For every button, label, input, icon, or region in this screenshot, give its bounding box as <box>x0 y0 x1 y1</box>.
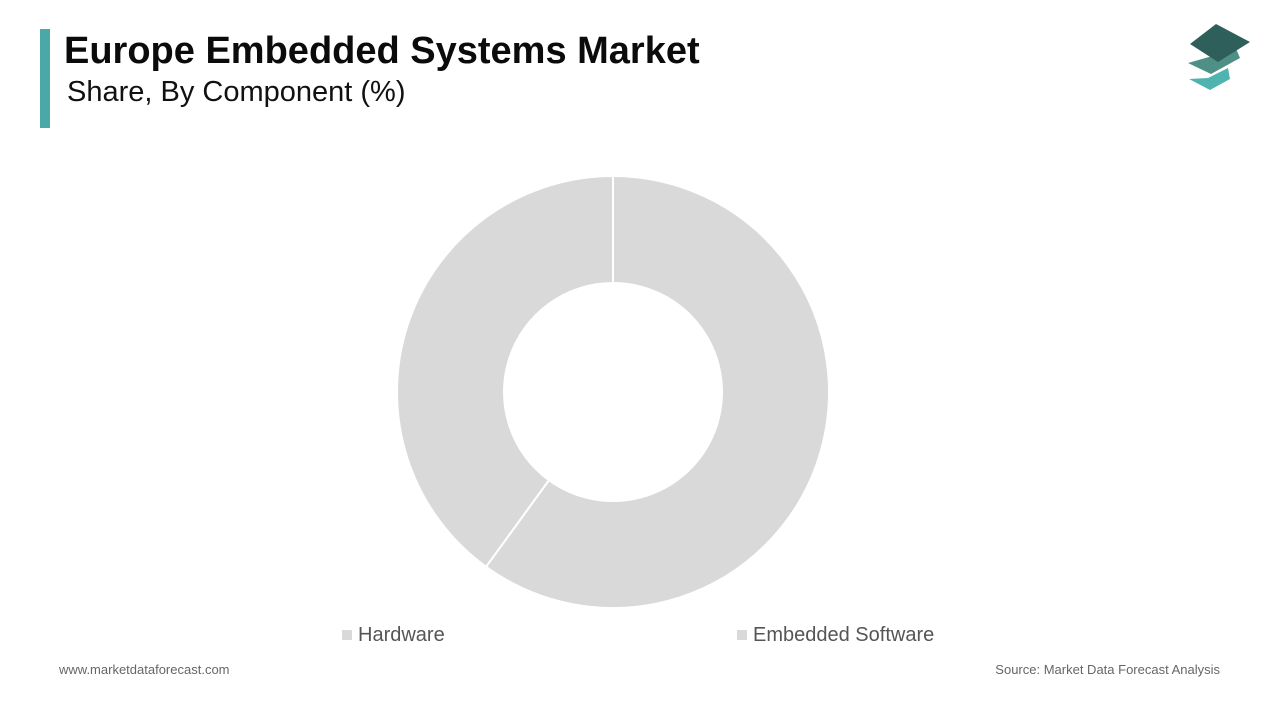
title-accent-bar <box>40 29 50 128</box>
source-note: Source: Market Data Forecast Analysis <box>995 662 1220 677</box>
logo-layer-bottom <box>1189 68 1230 90</box>
legend-label-embedded-software: Embedded Software <box>753 623 935 646</box>
legend-item-hardware: Hardware <box>342 622 445 648</box>
website-link[interactable]: www.marketdataforecast.com <box>59 662 230 677</box>
slice-embedded-software <box>396 174 614 569</box>
legend-item-embedded-software: Embedded Software <box>737 622 934 648</box>
legend-label-hardware: Hardware <box>358 623 445 646</box>
logo-layer-top <box>1190 24 1250 62</box>
legend-swatch-hardware <box>342 630 352 640</box>
chart-subtitle: Share, By Component (%) <box>67 76 406 108</box>
stacked-layers-logo-icon <box>1188 24 1250 90</box>
slice-hardware <box>484 174 830 609</box>
legend-swatch-embedded-software <box>737 630 747 640</box>
chart-title: Europe Embedded Systems Market <box>64 30 700 72</box>
